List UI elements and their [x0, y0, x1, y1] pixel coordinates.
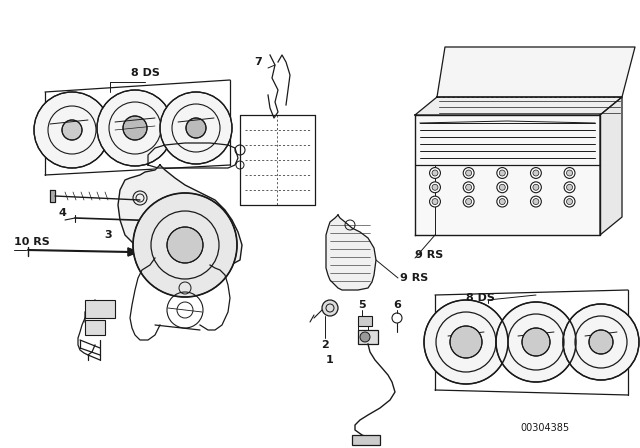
Circle shape — [160, 92, 232, 164]
Text: 1: 1 — [326, 355, 334, 365]
Polygon shape — [326, 215, 376, 290]
Text: 7: 7 — [254, 57, 262, 67]
Bar — [85, 300, 115, 318]
Text: 3: 3 — [104, 230, 112, 240]
Circle shape — [533, 184, 539, 190]
Circle shape — [360, 332, 370, 342]
Circle shape — [429, 168, 440, 178]
Circle shape — [531, 168, 541, 178]
Circle shape — [499, 170, 505, 176]
Circle shape — [499, 198, 505, 205]
Text: 6: 6 — [393, 300, 401, 310]
Circle shape — [533, 170, 539, 176]
Circle shape — [167, 227, 203, 263]
Polygon shape — [600, 97, 622, 235]
Circle shape — [429, 196, 440, 207]
Circle shape — [497, 196, 508, 207]
Text: 8 DS: 8 DS — [131, 68, 159, 78]
Circle shape — [463, 168, 474, 178]
Circle shape — [322, 300, 338, 316]
Bar — [358, 316, 372, 326]
Circle shape — [62, 120, 82, 140]
Circle shape — [432, 198, 438, 205]
Circle shape — [424, 300, 508, 384]
Polygon shape — [128, 248, 138, 256]
Bar — [358, 326, 368, 332]
Bar — [352, 435, 380, 445]
Text: 2: 2 — [321, 340, 329, 350]
Circle shape — [497, 168, 508, 178]
Polygon shape — [437, 47, 635, 97]
Circle shape — [564, 196, 575, 207]
Text: 00304385: 00304385 — [520, 423, 570, 433]
Bar — [358, 330, 378, 344]
Text: 8 DS: 8 DS — [465, 293, 495, 303]
Circle shape — [533, 198, 539, 205]
Circle shape — [566, 170, 573, 176]
Circle shape — [466, 198, 472, 205]
Text: 5: 5 — [358, 300, 366, 310]
Circle shape — [566, 198, 573, 205]
Circle shape — [463, 182, 474, 193]
Circle shape — [466, 184, 472, 190]
Circle shape — [531, 182, 541, 193]
Circle shape — [522, 328, 550, 356]
Circle shape — [450, 326, 482, 358]
Circle shape — [564, 182, 575, 193]
Circle shape — [463, 196, 474, 207]
Polygon shape — [415, 97, 622, 115]
Circle shape — [531, 196, 541, 207]
Bar — [85, 320, 105, 335]
Circle shape — [564, 168, 575, 178]
Circle shape — [499, 184, 505, 190]
Circle shape — [123, 116, 147, 140]
Circle shape — [563, 304, 639, 380]
Circle shape — [133, 193, 237, 297]
Text: 10 RS: 10 RS — [14, 237, 50, 247]
Circle shape — [497, 182, 508, 193]
Circle shape — [429, 182, 440, 193]
Circle shape — [566, 184, 573, 190]
Circle shape — [34, 92, 110, 168]
Circle shape — [97, 90, 173, 166]
Polygon shape — [415, 115, 600, 235]
Circle shape — [432, 170, 438, 176]
Text: 4: 4 — [58, 208, 66, 218]
Circle shape — [589, 330, 613, 354]
Circle shape — [496, 302, 576, 382]
Circle shape — [432, 184, 438, 190]
Polygon shape — [118, 165, 242, 270]
Text: 9 RS: 9 RS — [415, 250, 444, 260]
Circle shape — [466, 170, 472, 176]
Text: 9 RS: 9 RS — [400, 273, 428, 283]
Circle shape — [186, 118, 206, 138]
Polygon shape — [50, 190, 55, 202]
